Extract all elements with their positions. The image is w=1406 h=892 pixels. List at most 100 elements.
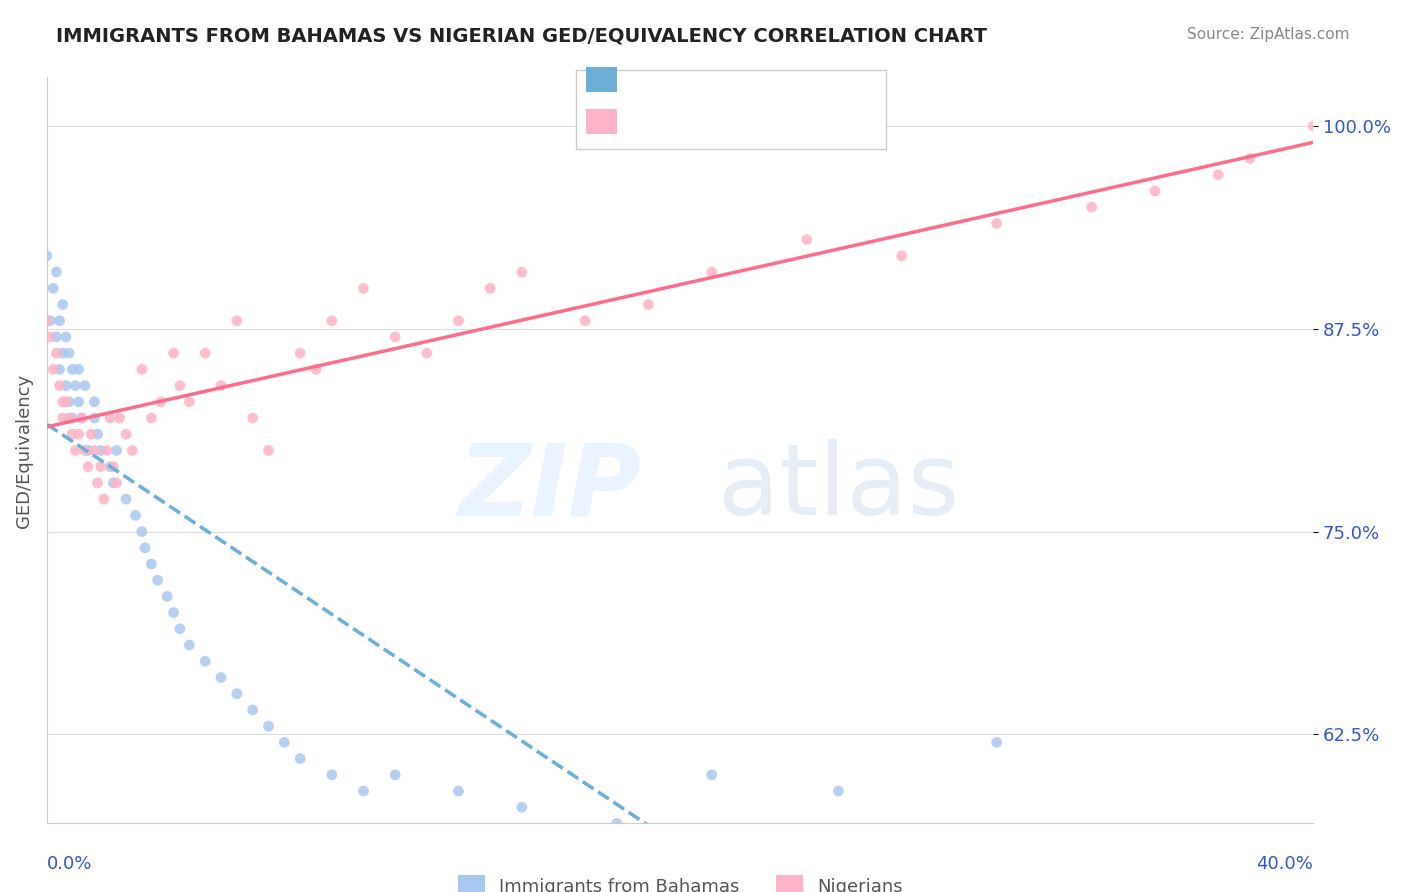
Point — [637, 297, 659, 311]
Point — [986, 735, 1008, 749]
Point — [52, 297, 75, 311]
Point — [45, 330, 67, 344]
Point — [121, 443, 143, 458]
Point — [700, 768, 723, 782]
Point — [288, 346, 311, 360]
Point — [179, 638, 201, 652]
Point — [67, 427, 90, 442]
Point — [103, 475, 125, 490]
Point — [55, 378, 77, 392]
Point — [225, 687, 247, 701]
Text: R = 0.450   N = 58: R = 0.450 N = 58 — [626, 112, 825, 131]
Point — [86, 427, 108, 442]
Point — [162, 346, 184, 360]
Point — [257, 443, 280, 458]
Point — [115, 492, 138, 507]
Point — [45, 265, 67, 279]
Point — [67, 394, 90, 409]
Point — [67, 362, 90, 376]
Point — [48, 378, 70, 392]
Text: Source: ZipAtlas.com: Source: ZipAtlas.com — [1187, 27, 1350, 42]
Point — [73, 378, 96, 392]
Point — [242, 703, 264, 717]
Point — [83, 443, 105, 458]
Point — [60, 411, 83, 425]
Point — [73, 443, 96, 458]
Point — [98, 459, 121, 474]
Point — [288, 751, 311, 765]
Point — [77, 443, 100, 458]
Point — [796, 233, 818, 247]
Point — [141, 411, 163, 425]
Point — [169, 622, 191, 636]
Point — [1080, 200, 1102, 214]
Point — [48, 362, 70, 376]
Point — [105, 443, 128, 458]
Point — [52, 394, 75, 409]
Point — [45, 346, 67, 360]
Point — [209, 378, 232, 392]
Point — [273, 735, 295, 749]
Point — [58, 394, 80, 409]
Point — [141, 557, 163, 571]
Point — [416, 346, 439, 360]
Point — [479, 281, 502, 295]
Point — [52, 411, 75, 425]
Text: R = 0.086   N = 54: R = 0.086 N = 54 — [626, 70, 825, 89]
Point — [105, 475, 128, 490]
Point — [65, 378, 87, 392]
Point — [305, 362, 328, 376]
Point — [42, 281, 65, 295]
Point — [80, 427, 103, 442]
Point — [115, 427, 138, 442]
Point — [1206, 168, 1229, 182]
Point — [986, 216, 1008, 230]
Point — [209, 671, 232, 685]
Point — [242, 411, 264, 425]
Point — [447, 784, 470, 798]
Point — [58, 346, 80, 360]
Point — [179, 394, 201, 409]
Point — [39, 330, 62, 344]
Point — [60, 427, 83, 442]
Point — [55, 330, 77, 344]
Point — [52, 346, 75, 360]
Point — [384, 768, 406, 782]
Point — [58, 411, 80, 425]
Point — [70, 411, 93, 425]
Point — [225, 314, 247, 328]
Point — [96, 443, 118, 458]
Point — [194, 346, 217, 360]
Point — [48, 314, 70, 328]
Point — [1239, 152, 1261, 166]
Point — [1302, 119, 1324, 133]
Point — [83, 411, 105, 425]
Point — [321, 768, 343, 782]
Text: ZIP: ZIP — [460, 439, 643, 536]
Point — [86, 475, 108, 490]
Point — [103, 459, 125, 474]
Point — [169, 378, 191, 392]
Point — [124, 508, 146, 523]
Point — [35, 249, 58, 263]
Point — [827, 784, 849, 798]
Point — [90, 459, 112, 474]
Point — [890, 249, 912, 263]
Point — [156, 590, 179, 604]
Point — [83, 394, 105, 409]
Point — [606, 816, 628, 830]
Point — [700, 265, 723, 279]
Point — [257, 719, 280, 733]
Point — [93, 492, 115, 507]
Point — [149, 394, 172, 409]
Point — [162, 606, 184, 620]
Text: IMMIGRANTS FROM BAHAMAS VS NIGERIAN GED/EQUIVALENCY CORRELATION CHART: IMMIGRANTS FROM BAHAMAS VS NIGERIAN GED/… — [56, 27, 987, 45]
Point — [90, 443, 112, 458]
Text: 0.0%: 0.0% — [46, 855, 93, 872]
Point — [108, 411, 131, 425]
Point — [146, 573, 169, 587]
Point — [131, 524, 153, 539]
Legend: Immigrants from Bahamas, Nigerians: Immigrants from Bahamas, Nigerians — [450, 868, 910, 892]
Point — [55, 394, 77, 409]
Point — [35, 314, 58, 328]
